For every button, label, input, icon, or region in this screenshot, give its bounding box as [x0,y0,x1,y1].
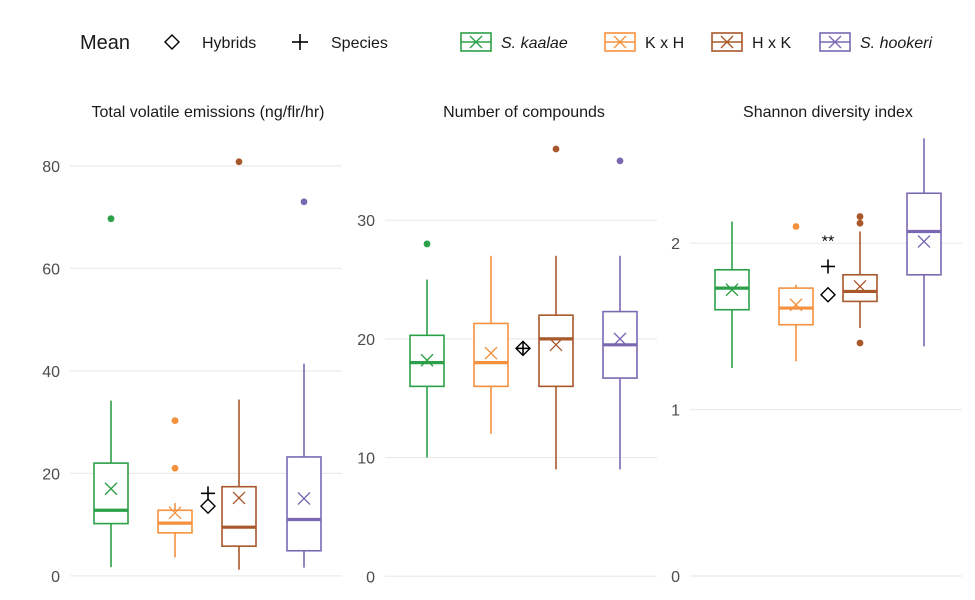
mean-marker [725,283,739,297]
y-tick-label: 20 [42,466,60,483]
box-2 [473,255,509,434]
outlier-point [300,198,308,206]
outlier-point [171,464,179,472]
y-tick-label: 1 [671,403,680,420]
mean-marker [168,506,182,520]
legend-label-species: Species [331,35,388,52]
panel-1: Total volatile emissions (ng/flr/hr) 0 20 4… [42,104,342,586]
legend-label-group-1: S. kaalae [501,35,568,52]
y-tick-label: 80 [42,159,60,176]
mean-marker [917,235,931,248]
legend-diamond-icon [164,34,180,50]
legend-key-1 [460,32,492,52]
box-4 [906,138,942,347]
mean-marker [484,346,498,360]
panel-title: Total volatile emissions (ng/flr/hr) [92,104,325,121]
box-1 [93,215,129,568]
box-4 [286,198,322,568]
box-body [842,273,878,303]
box-body [221,485,257,547]
outlier-point [552,145,560,153]
panel-title: Number of compounds [443,104,605,121]
y-tick-label: 60 [42,261,60,278]
mean-marker [420,353,434,367]
box-body [286,456,322,552]
hybrid-mean-marker [820,286,836,303]
y-tick-label: 10 [357,451,375,468]
box-1 [714,221,750,368]
legend-title-mean: Mean [80,32,130,54]
legend-label-hybrids: Hybrids [202,35,256,52]
box-body [473,322,509,388]
mean-marker [789,298,803,312]
legend-label-group-4: S. hookeri [860,35,932,52]
legend-label-group-3: H x K [752,35,791,52]
box-1 [409,240,445,458]
box-3 [842,213,878,347]
legend-key-2 [604,32,636,52]
mean-marker [853,279,867,293]
legend-key-3 [711,32,743,52]
mean-marker [613,332,627,346]
outlier-point [107,215,115,223]
box-3 [221,158,257,570]
legend-label-group-2: K x H [645,35,684,52]
y-tick-label: 20 [357,332,375,349]
outlier-point [856,213,864,220]
panel-2: Number of compounds 0 10 20 30 [357,104,657,586]
mean-marker [232,491,246,505]
box-4 [602,157,638,470]
panel-title: Shannon diversity index [743,104,913,121]
box-2 [778,223,814,362]
box-body [778,287,814,326]
species-mean-marker [516,341,530,356]
y-tick-label: 0 [366,569,375,586]
outlier-point [423,240,431,248]
significance-annotation: ** [822,233,834,250]
y-tick-label: 0 [671,569,680,586]
outlier-point [792,223,800,230]
outlier-point [856,339,864,347]
box-body [906,192,942,276]
panel-3: Shannon diversity index 0 1 2 ** [671,104,962,586]
species-mean-marker [201,486,215,501]
hybrid-mean-marker [200,498,216,515]
outlier-point [235,158,243,166]
species-mean-marker [821,259,835,274]
outlier-point [171,417,179,424]
legend: Mean Hybrids Species S. kaalae K x H H x K S… [80,32,932,54]
y-tick-label: 0 [51,569,60,586]
legend-plus-icon [292,34,308,50]
outlier-point [616,157,624,165]
box-body [93,462,129,525]
box-3 [538,145,574,470]
legend-key-4 [819,32,851,52]
y-tick-label: 30 [357,213,375,230]
box-body [538,314,574,388]
mean-marker [104,482,118,496]
y-tick-label: 2 [671,236,680,253]
outlier-point [856,219,864,227]
y-tick-label: 40 [42,364,60,381]
mean-marker [297,492,311,505]
box-2 [157,417,193,558]
mean-marker [549,338,563,352]
